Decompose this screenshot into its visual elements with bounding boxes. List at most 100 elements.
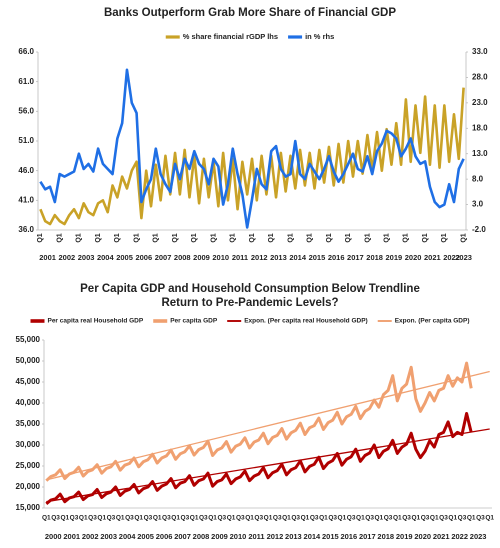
x-tick-label: Q1 [364,233,371,242]
year-label: 2022 [451,532,468,541]
year-label: 2014 [289,253,307,262]
x-tick-label: Q1 [375,515,384,522]
x-tick-label: Q1 [116,515,125,522]
x-tick-label: Q3 [107,515,116,522]
y-tick-label: 46.0 [18,166,34,175]
year-label: 2004 [97,253,115,262]
series-line [45,361,473,482]
year-label: 2017 [359,532,376,541]
year-label: 2016 [328,253,345,262]
year-label: 2009 [193,253,210,262]
x-tick-label: Q1 [76,233,83,242]
y2-tick-label: 13.0 [472,149,488,158]
x-tick-label: Q3 [88,515,97,522]
x-tick-label: Q3 [273,515,282,522]
year-label: 2002 [59,253,76,262]
year-label: 2007 [174,532,191,541]
year-label: 2018 [377,532,394,541]
y-tick-label: 25,000 [16,461,41,470]
x-tick-label: Q3 [328,515,337,522]
trendline [46,428,490,503]
x-tick-label: Q1 [467,515,476,522]
year-label: 2012 [251,253,268,262]
year-label: 2002 [82,532,99,541]
x-tick-label: Q3 [365,515,374,522]
y2-tick-label: 8.0 [472,174,484,183]
year-label: 2009 [211,532,228,541]
y2-tick-label: 23.0 [472,98,488,107]
x-tick-label: Q1 [249,233,256,242]
year-label: 2006 [156,532,173,541]
year-label: 2007 [155,253,172,262]
x-tick-label: Q1 [208,515,217,522]
year-label: 2001 [39,253,56,262]
x-tick-label: Q3 [236,515,245,522]
y-tick-label: 15,000 [16,503,41,512]
year-label: 2012 [267,532,284,541]
x-tick-label: Q3 [181,515,190,522]
x-tick-label: Q1 [245,515,254,522]
x-tick-label: Q1 [287,233,294,242]
x-tick-label: Q1 [441,233,448,242]
x-tick-label: Q1 [356,515,365,522]
x-tick-label: Q1 [326,233,333,242]
x-tick-label: Q1 [79,515,88,522]
x-tick-label: Q1 [268,233,275,242]
year-label: 2013 [285,532,302,541]
year-label: 2014 [304,532,322,541]
x-tick-label: Q1 [42,515,51,522]
x-tick-label: Q1 [430,515,439,522]
year-label: 2022 [443,253,460,262]
year-label: 2008 [174,253,191,262]
x-tick-label: Q3 [421,515,430,522]
x-tick-label: Q3 [162,515,171,522]
y-tick-label: 40,000 [16,398,41,407]
x-tick-label: Q1 [95,233,102,242]
year-label: 2023 [470,532,487,541]
x-tick-label: Q1 [338,515,347,522]
year-label: 2017 [347,253,364,262]
chart-title: Per Capita GDP and Household Consumption… [80,283,420,295]
year-label: 2016 [340,532,357,541]
x-tick-label: Q3 [402,515,411,522]
x-tick-label: Q3 [144,515,153,522]
x-tick-label: Q3 [291,515,300,522]
x-tick-label: Q3 [217,515,226,522]
year-label: 2019 [396,532,413,541]
y2-tick-label: 3.0 [472,200,484,209]
y-tick-label: 45,000 [16,377,41,386]
year-label: 2015 [322,532,339,541]
year-label: 2005 [116,253,133,262]
year-label: 2004 [119,532,137,541]
year-label: 2010 [230,532,247,541]
y-tick-label: 50,000 [16,356,41,365]
y-tick-label: 66.0 [18,47,34,56]
x-tick-label: Q1 [422,233,429,242]
legend-label: % share financial rGDP lhs [183,32,278,41]
x-tick-label: Q1 [191,233,198,242]
chart-subtitle: Return to Pre-Pandemic Levels? [161,297,338,309]
year-label: 2008 [193,532,210,541]
year-label: 2003 [100,532,117,541]
x-tick-label: Q1 [230,233,237,242]
x-tick-label: Q1 [171,515,180,522]
y-tick-label: 55,000 [16,335,41,344]
series-line [39,87,465,226]
year-label: 2021 [433,532,450,541]
year-label: 2021 [424,253,441,262]
y-tick-label: 51.0 [18,136,34,145]
y-tick-label: 41.0 [18,195,34,204]
x-tick-label: Q1 [485,515,494,522]
x-tick-label: Q1 [227,515,236,522]
x-tick-label: Q1 [56,233,63,242]
x-tick-label: Q1 [134,515,143,522]
x-tick-label: Q3 [439,515,448,522]
x-tick-label: Q3 [476,515,485,522]
x-tick-label: Q3 [310,515,319,522]
x-tick-label: Q1 [307,233,314,242]
x-tick-label: Q1 [172,233,179,242]
x-tick-label: Q3 [384,515,393,522]
y-tick-label: 61.0 [18,77,34,86]
x-tick-label: Q1 [345,233,352,242]
y-tick-label: 36.0 [18,225,34,234]
